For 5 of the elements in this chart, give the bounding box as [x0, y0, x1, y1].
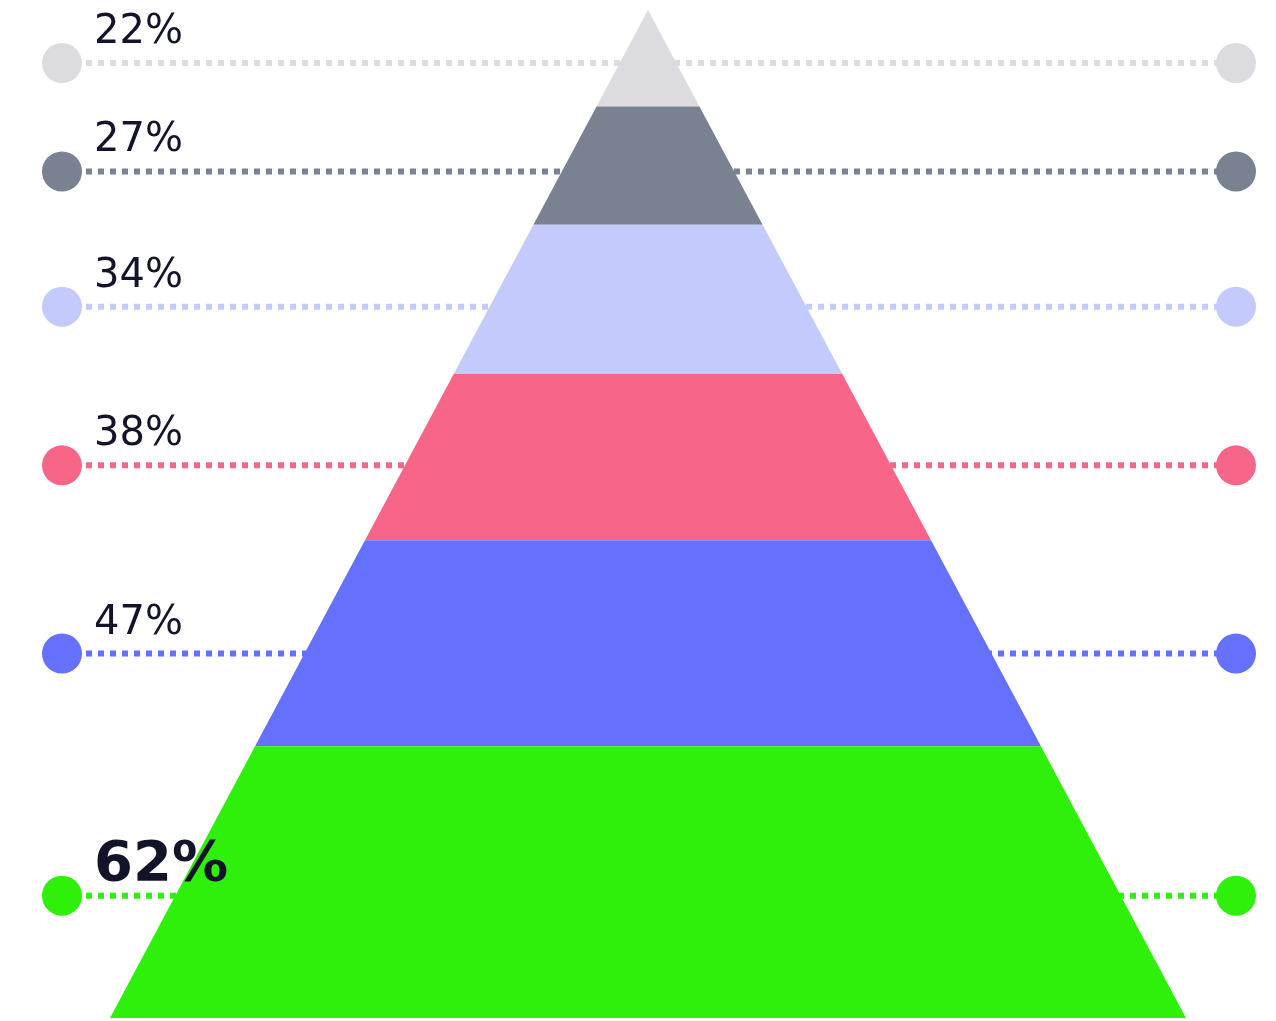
- data-label: 22%: [94, 6, 183, 53]
- data-label: 34%: [94, 249, 183, 296]
- data-label: 38%: [94, 408, 183, 455]
- data-label: 47%: [94, 596, 183, 643]
- data-label: 27%: [94, 114, 183, 161]
